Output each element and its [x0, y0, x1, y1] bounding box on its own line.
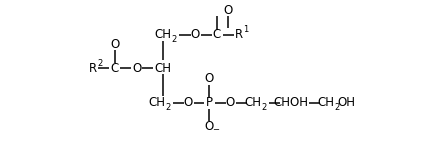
- Text: CH: CH: [155, 61, 172, 74]
- Text: CH: CH: [155, 29, 172, 41]
- Text: OH: OH: [337, 96, 355, 110]
- Text: 2: 2: [334, 103, 340, 113]
- Text: 2: 2: [97, 58, 102, 68]
- Text: CH: CH: [148, 96, 165, 110]
- Text: CH: CH: [244, 96, 261, 110]
- Text: −: −: [212, 125, 219, 135]
- Text: O: O: [190, 29, 200, 41]
- Text: 2: 2: [171, 35, 177, 45]
- Text: 2: 2: [165, 103, 170, 113]
- Text: P: P: [206, 96, 212, 110]
- Text: R: R: [89, 61, 97, 74]
- Text: O: O: [204, 120, 214, 134]
- Text: O: O: [224, 4, 232, 16]
- Text: O: O: [132, 61, 142, 74]
- Text: CHOH: CHOH: [274, 96, 309, 110]
- Text: 1: 1: [244, 26, 249, 34]
- Text: O: O: [183, 96, 193, 110]
- Text: R: R: [235, 29, 243, 41]
- Text: C: C: [111, 61, 119, 74]
- Text: C: C: [213, 29, 221, 41]
- Text: O: O: [204, 73, 214, 86]
- Text: O: O: [110, 37, 119, 51]
- Text: CH: CH: [317, 96, 334, 110]
- Text: O: O: [225, 96, 235, 110]
- Text: 2: 2: [261, 103, 266, 113]
